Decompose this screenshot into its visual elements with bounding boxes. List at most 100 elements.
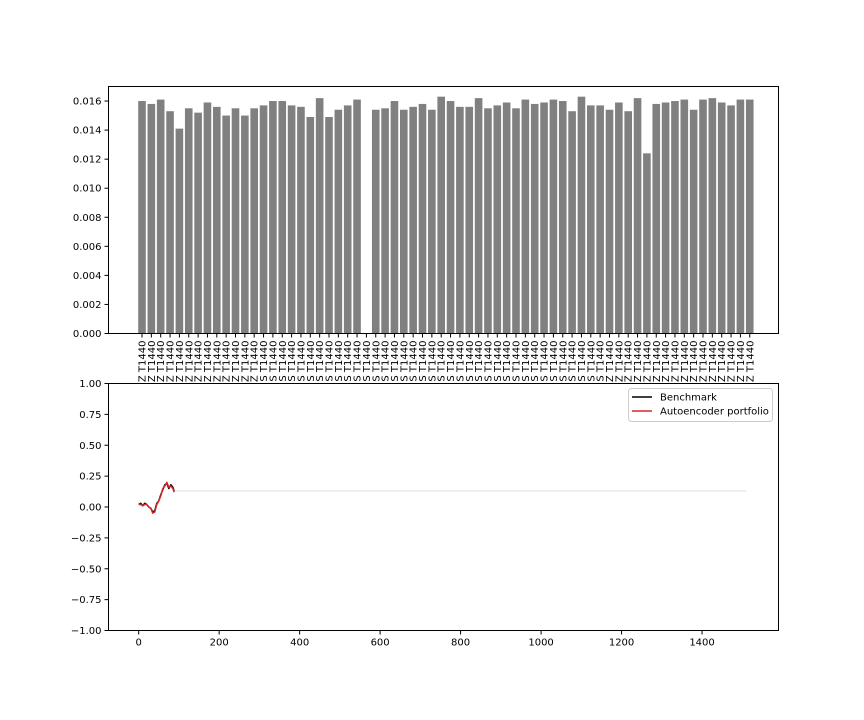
bar: [446, 101, 455, 334]
bar: [418, 103, 427, 334]
bar-x-tick-label: S T1440: [502, 341, 513, 382]
bar: [493, 105, 502, 334]
bar: [456, 106, 464, 334]
bar-x-tick-label: S T1440: [540, 341, 551, 382]
bar: [371, 109, 380, 334]
bar-x-tick-label: Z T1440: [166, 341, 177, 383]
bar: [661, 102, 670, 334]
legend-benchmark-label: Benchmark: [660, 393, 717, 404]
bar: [231, 108, 240, 334]
bar-x-tick-label: S T1440: [399, 341, 410, 382]
bar: [156, 99, 165, 334]
bar-x-tick-label: Z T1440: [633, 341, 644, 383]
bar-x-tick-label: S T1440: [437, 341, 448, 382]
bar-y-tick-label: 0.004: [73, 271, 102, 282]
bar: [343, 105, 352, 334]
bar-x-tick-label: S T1440: [306, 341, 317, 382]
bar: [568, 111, 576, 334]
bar-x-tick-label: S T1440: [568, 341, 579, 382]
bar: [484, 108, 492, 334]
line-x-tick-label: 1400: [689, 638, 714, 649]
bar-x-tick-label: S T1440: [446, 341, 457, 382]
bar: [530, 103, 539, 334]
bar-x-tick-label: Z T1440: [680, 341, 691, 383]
bar: [708, 98, 717, 334]
bar: [390, 101, 399, 334]
bar: [203, 102, 212, 334]
bar-x-tick-label: S T1440: [287, 341, 298, 382]
bar-x-tick-label: S T1440: [259, 341, 270, 382]
bar-x-tick-label: S T1440: [493, 341, 504, 382]
bar-plot-frame: [108, 86, 779, 334]
bar-x-tick-label: S T1440: [530, 341, 541, 382]
line-y-tick-label: −0.50: [71, 564, 102, 575]
legend: Benchmark Autoencoder portfolio: [628, 388, 773, 422]
bar: [521, 99, 530, 334]
bar: [549, 99, 558, 334]
bar: [643, 153, 651, 334]
bar-x-tick-label: Z T1440: [614, 341, 625, 383]
bar-x-tick-label: S T1440: [353, 341, 364, 382]
bar-x-tick-label: Z T1440: [156, 341, 167, 383]
bar-x-tick-label: Z T1440: [250, 341, 261, 383]
bar: [727, 105, 735, 334]
bar: [325, 117, 333, 334]
bar-x-tick-label: Z T1440: [605, 341, 616, 383]
line-y-tick-label: 1.00: [79, 379, 101, 390]
bar-x-tick-label: Z T1440: [212, 341, 223, 383]
bar-x-tick-label: S T1440: [483, 341, 494, 382]
bar: [474, 98, 483, 334]
bar-chart: 0.000 0.002 0.004 0.006 0.008 0.010 0.012 0.014…: [73, 86, 779, 383]
bar: [577, 96, 586, 334]
bar-y-tick-label: 0.010: [73, 184, 102, 195]
bar: [502, 102, 511, 334]
bar-y-tick-label: 0.000: [73, 329, 102, 340]
bar-x-tick-label: Z T1440: [231, 341, 242, 383]
bar: [138, 101, 146, 334]
bar-x-tick-label: S T1440: [596, 341, 607, 382]
bar-y-tick-label: 0.014: [73, 126, 102, 137]
bar-x-tick-label: S T1440: [343, 341, 354, 382]
series-line-autoencoder-portfolio: [138, 481, 175, 514]
line-x-tick-label: 0: [135, 638, 141, 649]
bar-y-tick-label: 0.016: [73, 97, 102, 108]
bar-x-tick-label: S T1440: [315, 341, 326, 382]
bar-x-tick-label: Z T1440: [717, 341, 728, 383]
bar: [699, 99, 707, 334]
bar: [315, 98, 324, 334]
line-x-tick-label: 200: [210, 638, 229, 649]
bar: [147, 103, 156, 334]
bar: [633, 98, 642, 334]
bar-x-tick-label: Z T1440: [727, 341, 738, 383]
bar: [287, 105, 296, 334]
bar: [717, 102, 726, 334]
bar: [278, 101, 287, 334]
bar-x-tick-label: S T1440: [558, 341, 569, 382]
bar-x-tick-label: S T1440: [362, 341, 373, 382]
bar: [465, 106, 474, 334]
bar-x-tick-label: S T1440: [465, 341, 476, 382]
line-x-axis: 0 200 400 600 800 1000 1200 1400: [135, 630, 715, 649]
bar-x-tick-label: Z T1440: [240, 341, 251, 383]
line-y-tick-label: −0.25: [71, 533, 102, 544]
bar-y-tick-label: 0.008: [73, 213, 102, 224]
bar: [437, 96, 445, 334]
bar-x-tick-label: S T1440: [409, 341, 420, 382]
bar: [241, 115, 249, 334]
bar-x-tick-label: Z T1440: [708, 341, 719, 383]
bar: [213, 106, 221, 334]
bar: [680, 99, 689, 334]
line-plot-frame: [108, 383, 779, 631]
bar-x-tick-label: S T1440: [577, 341, 588, 382]
bar: [269, 101, 277, 334]
line-y-tick-label: −1.00: [71, 626, 102, 637]
bar-x-tick-label: S T1440: [427, 341, 438, 382]
legend-autoencoder-label: Autoencoder portfolio: [660, 407, 769, 418]
bar: [184, 108, 193, 334]
bar: [540, 102, 548, 334]
bar-x-tick-label: S T1440: [334, 341, 345, 382]
bar-x-tick-label: Z T1440: [175, 341, 186, 383]
bar-x-tick-label: Z T1440: [624, 341, 635, 383]
